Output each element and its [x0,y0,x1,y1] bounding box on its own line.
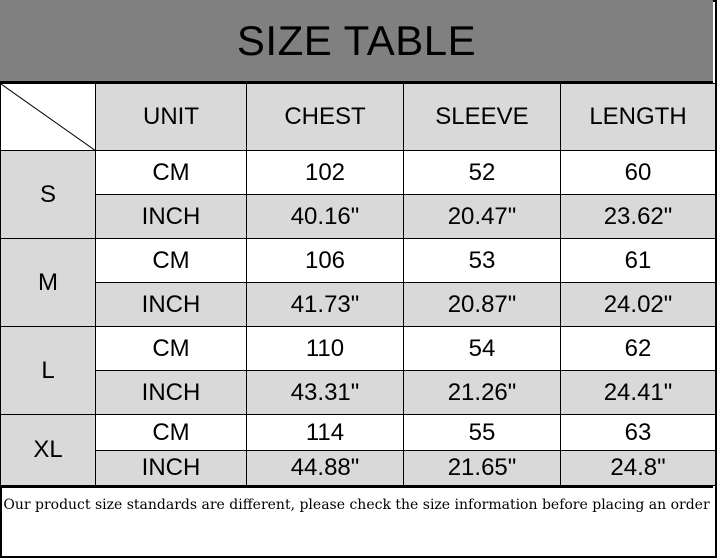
table-row: L CM 110 54 62 [0,326,716,415]
length-cell: 61 [560,238,716,283]
size-note: Our product size standards are different… [0,486,713,554]
unit-cell: INCH [95,450,247,486]
sleeve-cell: 21.65" [403,450,561,486]
length-cell: 24.41" [560,370,716,415]
chest-cell: 114 [246,414,404,451]
size-label: XL [0,414,96,486]
chest-cell: 106 [246,238,404,283]
sleeve-cell: 53 [403,238,561,283]
table-row: S CM 102 52 60 [0,150,716,239]
chest-cell: 102 [246,150,404,195]
length-cell: 24.02" [560,282,716,327]
table-row: INCH 44.88" 21.65" 24.8" [1,450,716,486]
table-row: M CM 106 53 61 [0,238,716,327]
unit-cell: CM [95,238,247,283]
header-row: UNIT CHEST SLEEVE LENGTH [0,83,716,151]
length-cell: 60 [560,150,716,195]
diagonal-line-icon [1,84,96,151]
sleeve-cell: 55 [403,414,561,451]
unit-cell: INCH [95,370,247,415]
size-table: UNIT CHEST SLEEVE LENGTH S CM 102 52 60 INCH 4… [0,83,716,486]
chest-cell: 40.16" [246,194,404,239]
chest-cell: 44.88" [246,450,404,486]
header-length: LENGTH [560,83,716,151]
sleeve-cell: 20.87" [403,282,561,327]
unit-cell: CM [95,326,247,371]
chest-cell: 41.73" [246,282,404,327]
sleeve-cell: 21.26" [403,370,561,415]
sleeve-cell: 20.47" [403,194,561,239]
unit-cell: CM [95,150,247,195]
page-title: SIZE TABLE [0,0,713,83]
header-unit: UNIT [95,83,247,151]
size-label: M [0,238,96,327]
size-label: S [0,150,96,239]
table-row: INCH 41.73" 20.87" 24.02" [1,282,716,327]
length-cell: 23.62" [560,194,716,239]
table-row: XL CM 114 55 63 [0,414,716,486]
length-cell: 62 [560,326,716,371]
header-chest: CHEST [246,83,404,151]
chest-cell: 110 [246,326,404,371]
length-cell: 63 [560,414,716,451]
header-sleeve: SLEEVE [403,83,561,151]
length-cell: 24.8" [560,450,716,486]
table-row: INCH 40.16" 20.47" 23.62" [1,194,716,239]
sleeve-cell: 52 [403,150,561,195]
unit-cell: CM [95,414,247,451]
unit-cell: INCH [95,282,247,327]
unit-cell: INCH [95,194,247,239]
sleeve-cell: 54 [403,326,561,371]
corner-diagonal-cell [0,83,96,151]
size-label: L [0,326,96,415]
chest-cell: 43.31" [246,370,404,415]
table-row: INCH 43.31" 21.26" 24.41" [1,370,716,415]
